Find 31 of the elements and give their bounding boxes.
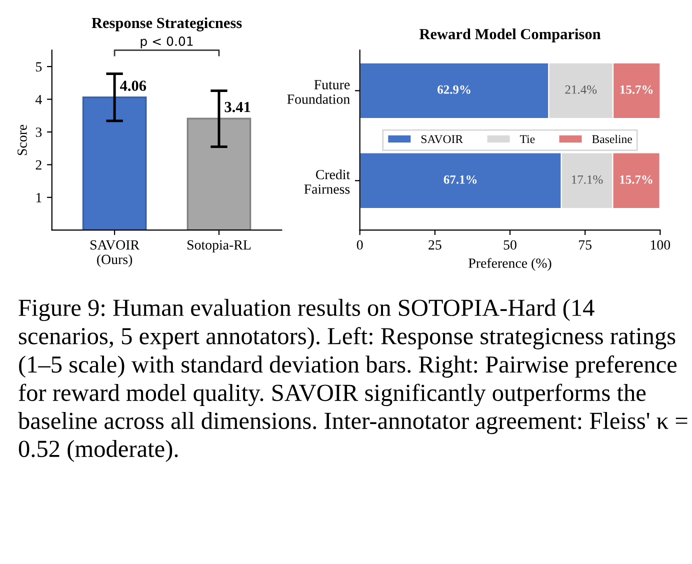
data-label: 62.9% — [438, 85, 470, 94]
data-label: 21.4% — [565, 85, 597, 94]
chart-title: Reward Model Comparison — [419, 28, 601, 42]
x-tick-label: 75 — [579, 240, 592, 250]
data-label: 67.1% — [444, 175, 477, 184]
y-tick-label: 5 — [36, 62, 42, 72]
data-label: 3.41 — [224, 102, 250, 112]
y-tick-label: Credit Fairness — [304, 170, 350, 194]
y-axis-title: Score — [18, 124, 27, 156]
chart-title: Response Strategicness — [92, 17, 242, 32]
x-tick-label: Sotopia-RL — [188, 240, 251, 252]
legend-label: SAVOIR — [421, 135, 464, 144]
caption: Figure 9: Human evaluation results on SOTOPIA-Hard (14 scenarios, 5 expert annotators). Left: Response strategicness ratings (1–5 scale) with standard deviation bars. Right: Pairwise preference for reward model quality. SAVOIR significantly outperforms the baseline across all dimensions. Inter-annotator agreement: Fleiss' κ = 0.52 (moderate). — [18, 298, 688, 462]
y-tick-label: 4 — [36, 94, 42, 104]
data-label: 17.1% — [572, 175, 603, 184]
text: p < 0.01 — [140, 36, 193, 48]
data-label: 15.7% — [620, 85, 653, 94]
y-tick-label: 3 — [36, 128, 42, 137]
x-tick-label: 100 — [650, 240, 670, 250]
legend-label: Baseline — [592, 134, 632, 144]
x-tick-label: SAVOIR (Ours) — [90, 240, 140, 267]
legend-label: Tie — [520, 135, 535, 144]
x-tick-label: 50 — [504, 240, 516, 250]
data-label: 15.7% — [620, 175, 652, 184]
x-axis-title: Preference (%) — [468, 258, 552, 271]
x-tick-label: 0 — [356, 240, 363, 250]
y-tick-label: Future Foundation — [287, 80, 350, 104]
y-tick-label: 1 — [36, 193, 42, 202]
y-tick-label: 2 — [36, 160, 42, 170]
x-tick-label: 25 — [428, 240, 442, 250]
data-label: 4.06 — [120, 80, 146, 91]
